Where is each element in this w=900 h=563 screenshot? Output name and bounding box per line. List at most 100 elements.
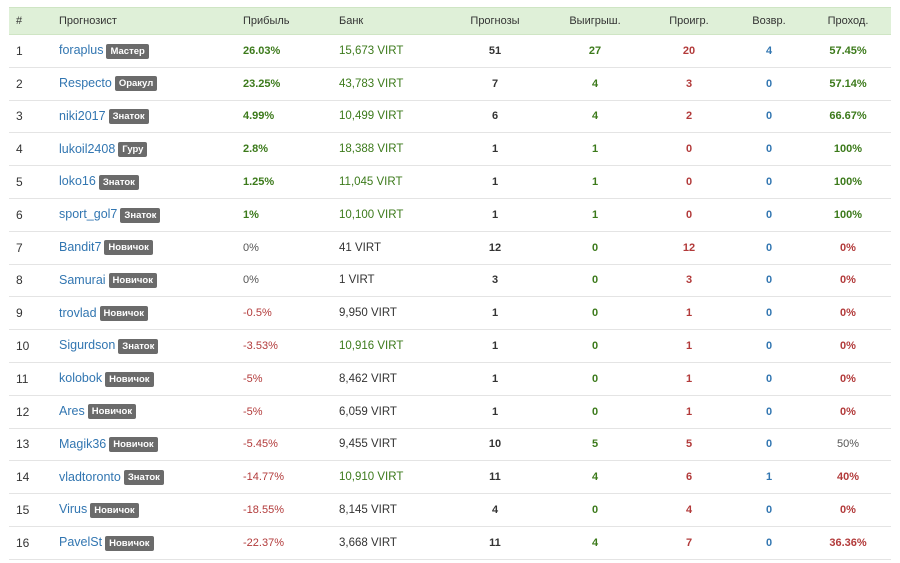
returned-cell: 0 (733, 198, 805, 232)
forecaster-link[interactable]: loko16 (59, 174, 96, 189)
returned-cell: 0 (733, 296, 805, 331)
forecasts-cell: 12 (445, 231, 545, 265)
header-bank[interactable]: Банк (339, 7, 445, 35)
rank-badge: Знаток (98, 174, 139, 190)
bank-cell: 10,916 VIRT (339, 329, 445, 363)
bank-cell: 15,673 VIRT (339, 34, 445, 68)
bank-cell: 8,462 VIRT (339, 362, 445, 396)
profit-cell: -22.37% (243, 526, 339, 560)
forecaster-link[interactable]: lukoil2408 (59, 141, 116, 156)
rank-cell: 2 (9, 67, 59, 101)
forecaster-cell: lukoil2408 Гуру (59, 132, 243, 167)
lost-cell: 1 (645, 296, 733, 331)
pass-rate-cell: 36.36% (805, 526, 891, 560)
bank-cell: 10,499 VIRT (339, 100, 445, 134)
forecaster-link[interactable]: PavelSt (59, 535, 103, 550)
won-cell: 5 (545, 428, 645, 462)
forecaster-link[interactable]: trovlad (59, 305, 97, 320)
pass-rate-cell: 57.14% (805, 67, 891, 101)
header-profit[interactable]: Прибыль (243, 7, 339, 35)
header-pass[interactable]: Проход. (805, 7, 891, 35)
rank-badge: Знаток (118, 338, 159, 354)
rank-badge: Знаток (108, 109, 149, 125)
lost-cell: 6 (645, 460, 733, 495)
forecasts-cell: 1 (445, 198, 545, 232)
rank-cell: 3 (9, 100, 59, 134)
lost-cell: 12 (645, 231, 733, 265)
pass-rate-cell: 0% (805, 395, 891, 429)
forecaster-link[interactable]: sport_gol7 (59, 207, 118, 222)
returned-cell: 0 (733, 67, 805, 101)
bank-cell: 6,059 VIRT (339, 395, 445, 429)
forecaster-link[interactable]: Magik36 (59, 436, 107, 451)
lost-cell: 0 (645, 132, 733, 167)
table-row: 11 kolobok Новичок -5% 8,462 VIRT 1 0 1 0 0% (9, 362, 891, 396)
forecaster-link[interactable]: vladtoronto (59, 469, 121, 484)
header-lost[interactable]: Проигр. (645, 7, 733, 35)
forecaster-link[interactable]: kolobok (59, 371, 103, 386)
profit-cell: 1% (243, 198, 339, 232)
header-forecasts[interactable]: Прогнозы (445, 7, 545, 35)
rank-cell: 15 (9, 493, 59, 527)
pass-rate-cell: 40% (805, 460, 891, 495)
forecasts-cell: 1 (445, 165, 545, 199)
rank-cell: 12 (9, 395, 59, 429)
rank-badge: Новичок (87, 404, 137, 420)
forecasts-cell: 10 (445, 428, 545, 462)
pass-rate-cell: 0% (805, 296, 891, 331)
rank-badge: Мастер (106, 43, 149, 59)
pass-rate-cell: 66.67% (805, 100, 891, 134)
header-num[interactable]: # (9, 7, 59, 35)
won-cell: 1 (545, 198, 645, 232)
rank-badge: Оракул (114, 76, 158, 92)
profit-cell: 4.99% (243, 100, 339, 134)
forecaster-link[interactable]: Bandit7 (59, 240, 102, 255)
pass-rate-cell: 0% (805, 231, 891, 265)
profit-cell: -0.5% (243, 296, 339, 331)
lost-cell: 7 (645, 526, 733, 560)
forecaster-link[interactable]: Sigurdson (59, 338, 116, 353)
forecaster-cell: foraplus Мастер (59, 34, 243, 68)
rank-badge: Новичок (104, 240, 153, 256)
lost-cell: 3 (645, 67, 733, 101)
forecaster-cell: Magik36 Новичок (59, 428, 243, 462)
profit-cell: -18.55% (243, 493, 339, 527)
header-returned[interactable]: Возвр. (733, 7, 805, 35)
forecaster-link[interactable]: Ares (59, 404, 85, 418)
rank-badge: Новичок (108, 273, 157, 289)
forecaster-link[interactable]: Virus (59, 502, 88, 517)
forecaster-cell: Bandit7 Новичок (59, 231, 243, 265)
lost-cell: 1 (645, 329, 733, 363)
returned-cell: 0 (733, 395, 805, 429)
rank-cell: 14 (9, 460, 59, 495)
forecaster-link[interactable]: foraplus (59, 43, 104, 58)
header-won[interactable]: Выигрыш. (545, 7, 645, 35)
pass-rate-cell: 100% (805, 132, 891, 167)
won-cell: 4 (545, 67, 645, 101)
rank-cell: 13 (9, 428, 59, 462)
lost-cell: 20 (645, 34, 733, 68)
forecaster-link[interactable]: niki2017 (59, 108, 106, 123)
profit-cell: 0% (243, 264, 339, 298)
pass-rate-cell: 0% (805, 362, 891, 396)
returned-cell: 0 (733, 231, 805, 265)
profit-cell: 23.25% (243, 67, 339, 101)
profit-cell: 1.25% (243, 165, 339, 199)
forecasters-table: # Прогнозист Прибыль Банк Прогнозы Выигр… (9, 7, 891, 560)
header-forecaster[interactable]: Прогнозист (59, 7, 243, 35)
won-cell: 0 (545, 264, 645, 298)
lost-cell: 0 (645, 165, 733, 199)
table-header-row: # Прогнозист Прибыль Банк Прогнозы Выигр… (9, 7, 891, 35)
table-row: 8 Samurai Новичок 0% 1 VIRT 3 0 3 0 0% (9, 264, 891, 298)
forecaster-link[interactable]: Respecto (59, 76, 112, 91)
forecaster-cell: niki2017 Знаток (59, 100, 243, 134)
returned-cell: 0 (733, 132, 805, 167)
rank-badge: Новичок (105, 535, 154, 551)
forecaster-link[interactable]: Samurai (59, 272, 106, 287)
pass-rate-cell: 0% (805, 264, 891, 298)
forecaster-cell: vladtoronto Знаток (59, 460, 243, 495)
forecasts-cell: 1 (445, 362, 545, 396)
bank-cell: 11,045 VIRT (339, 165, 445, 199)
forecasts-cell: 51 (445, 34, 545, 68)
table-row: 15 Virus Новичок -18.55% 8,145 VIRT 4 0 4 0 0% (9, 493, 891, 527)
